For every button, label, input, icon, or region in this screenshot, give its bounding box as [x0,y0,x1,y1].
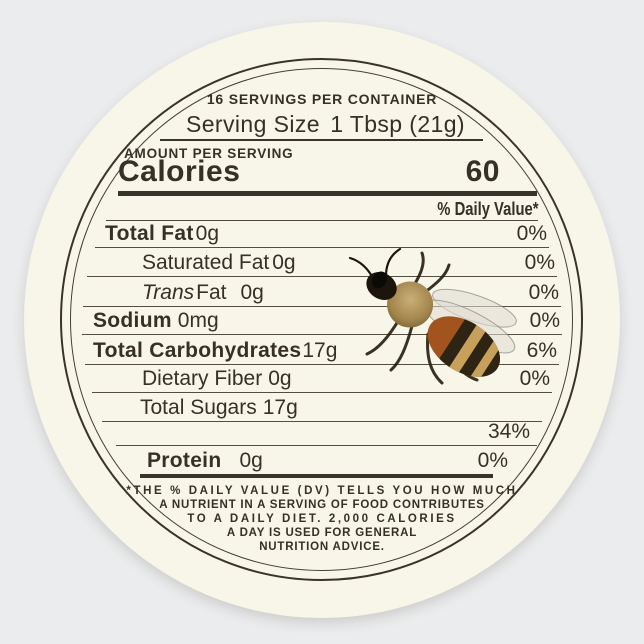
amount-per-serving: AMOUNT PER SERVING [124,146,294,161]
footnote-line: A NUTRIENT IN A SERVING OF FOOD CONTRIBU… [159,499,485,511]
nutrient-amount: 0g [272,251,296,274]
footnote-line: *THE % DAILY VALUE (DV) TELLS YOU HOW MU… [126,485,518,497]
row-total-sugars: Total Sugars 17g [102,393,542,422]
nutrient-dv: 0% [516,222,547,245]
nutrient-dv: 0% [477,449,508,472]
row-dietary-fiber: Dietary Fiber 0g 0% [92,365,552,393]
nutrient-name-italic: Trans [142,281,195,304]
label-inner-ring [70,68,573,571]
serving-size-value: 1 Tbsp (21g) [330,111,465,137]
calories-row: Calories 60 [118,155,537,196]
nutrient-name: Protein [147,449,222,472]
nutrient-amount: 0g [239,449,263,472]
serving-size-row: Serving Size 1 Tbsp (21g) [160,110,483,141]
nutrient-name: Fat [196,281,227,304]
nutrient-amount: 0g [240,281,264,304]
nutrient-amount: 17g [302,339,338,362]
calories-label: Calories [118,155,241,188]
nutrient-name: Total Fat [105,222,194,245]
row-sodium: Sodium 0mg 0% [82,307,562,335]
nutrient-dv: 6% [526,339,557,362]
row-protein: Protein 0g 0% [139,448,510,474]
row-added-sugars-dv: 34% [116,420,537,446]
row-trans-fat: Trans Fat 0g 0% [83,277,561,307]
label-outer-ring [60,58,583,581]
daily-value-header: % Daily Value* [106,198,538,221]
protein-thick-rule [140,474,493,478]
nutrient-dv: 34% [487,420,530,443]
nutrient-amount: 0g [195,222,219,245]
servings-per-container: 16 SERVINGS PER CONTAINER [206,91,438,107]
nutrient-name: Saturated Fat [142,251,270,274]
nutrient-amount: 0mg [177,309,219,332]
row-total-carbohydrates: Total Carbohydrates 17g 6% [85,335,559,365]
nutrient-name: Dietary Fiber [142,367,263,390]
nutrient-amount: 0g [268,367,292,390]
honey-bee-image [348,247,517,390]
calories-value: 60 [465,155,500,188]
nutrient-dv: 0% [529,309,560,332]
nutrient-amount: 17g [262,396,298,419]
nutrient-name: Sodium [93,309,172,332]
footnote-line: TO A DAILY DIET. 2,000 CALORIES [187,513,457,525]
row-saturated-fat: Saturated Fat 0g 0% [87,248,557,277]
nutrient-name: Total Sugars [140,396,257,419]
nutrient-dv: 0% [528,281,559,304]
footnote-line: NUTRITION ADVICE. [259,541,385,553]
row-total-fat: Total Fat 0g 0% [95,221,549,248]
serving-size-label: Serving Size [186,111,320,137]
nutrient-name: Total Carbohydrates [93,339,302,362]
nutrient-dv: 0% [524,251,555,274]
footnote-line: A DAY IS USED FOR GENERAL [226,527,418,539]
nutrient-dv: 0% [519,367,550,390]
